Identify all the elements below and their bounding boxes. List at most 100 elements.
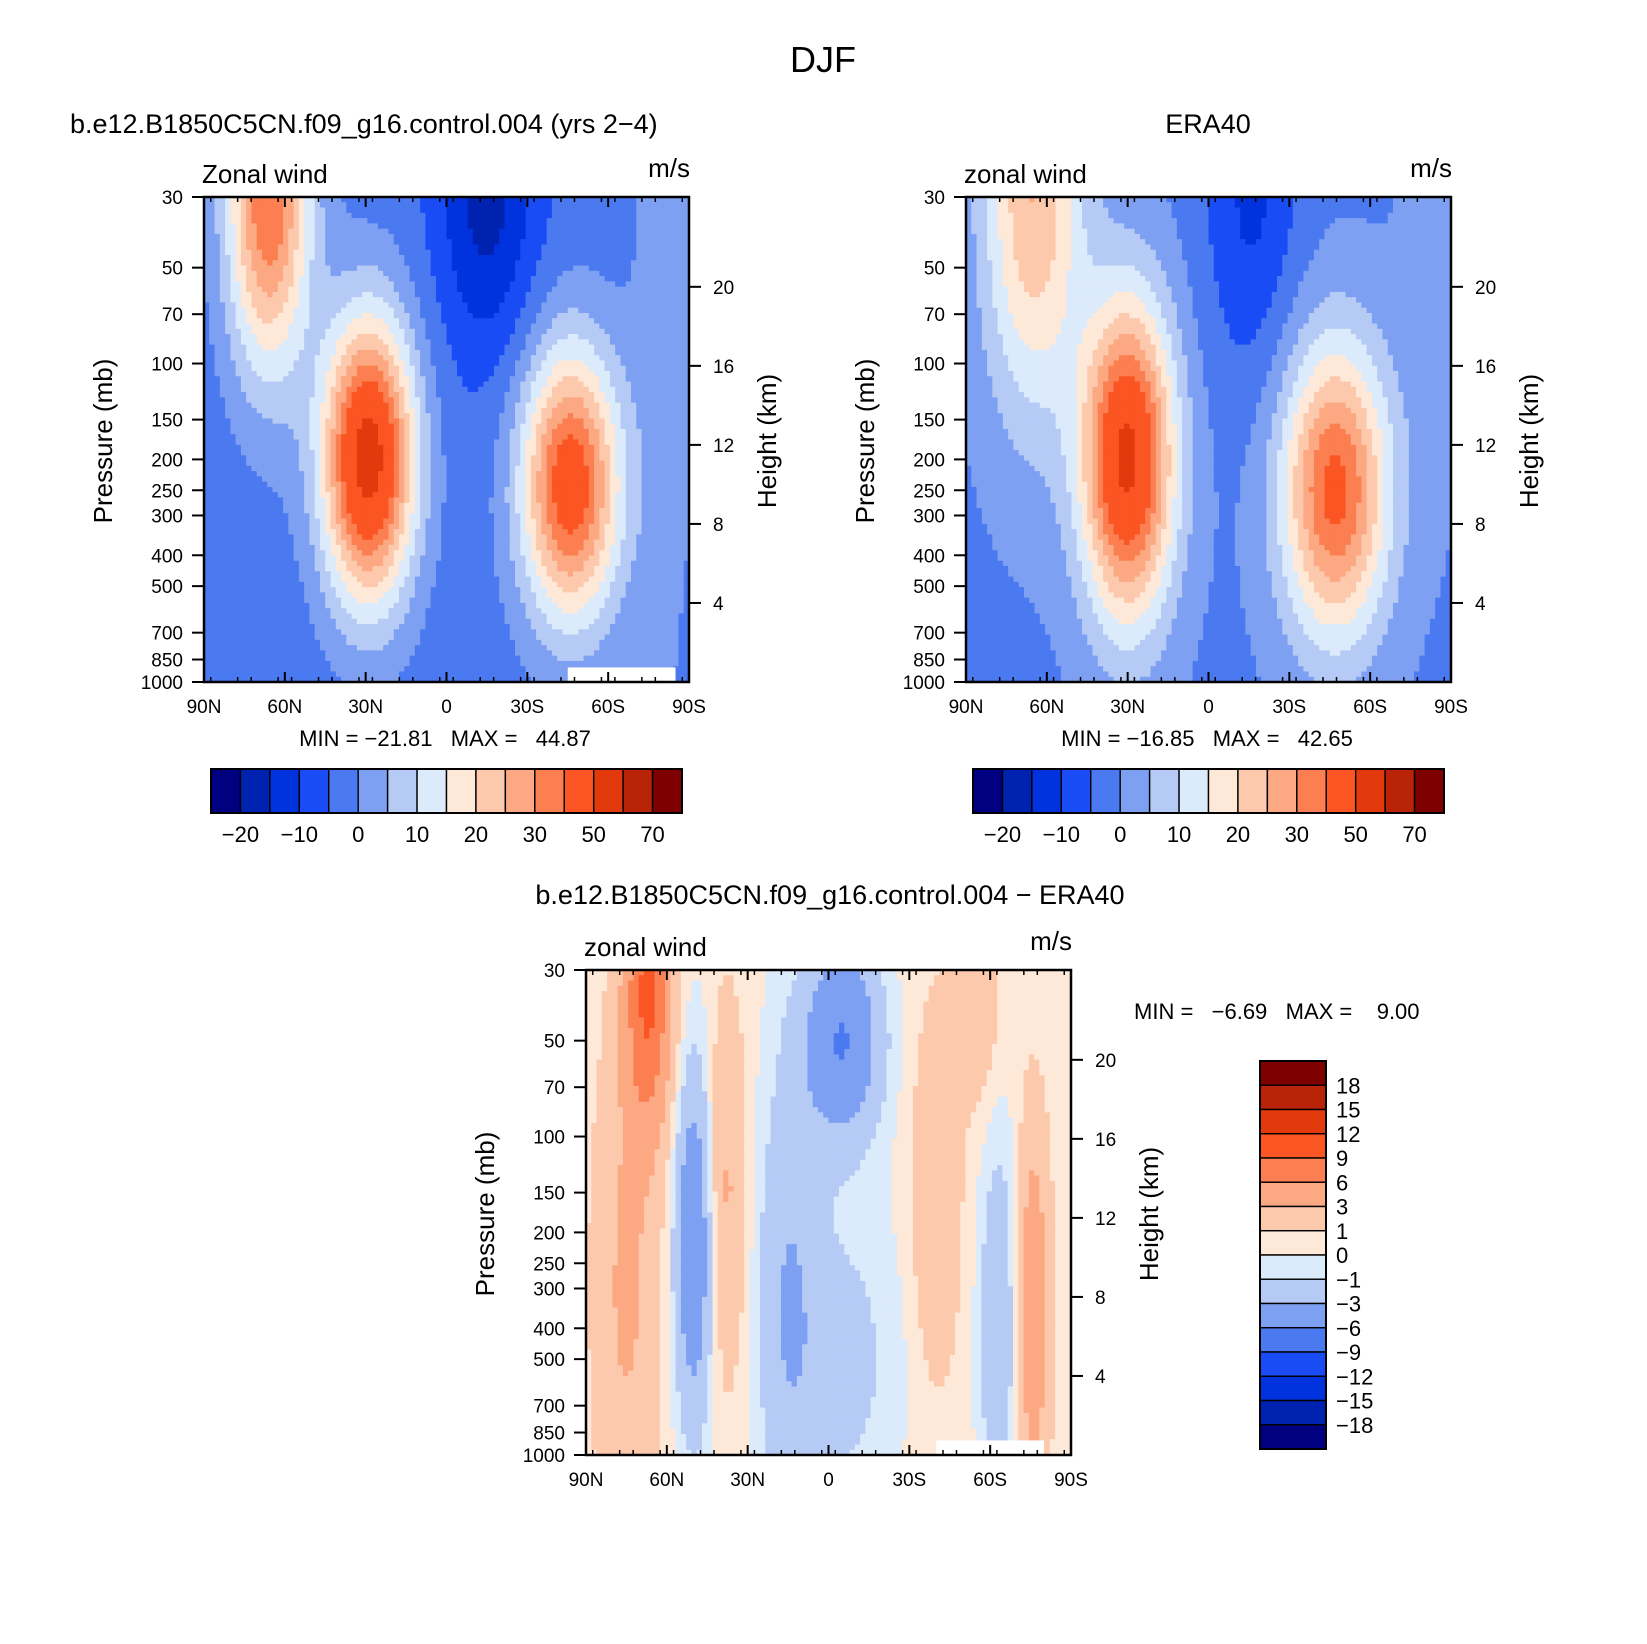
field-cell <box>399 428 405 435</box>
field-cell <box>451 465 458 472</box>
field-cell <box>351 534 358 541</box>
field-cell <box>377 397 384 404</box>
field-cell <box>277 254 284 261</box>
field-cell <box>383 550 390 557</box>
field-cell <box>330 639 337 646</box>
field-cell <box>251 613 258 620</box>
field-cell <box>483 197 490 203</box>
field-cell <box>404 471 411 477</box>
field-cell <box>272 587 279 593</box>
field-cell <box>298 223 305 230</box>
field-cell <box>304 566 311 572</box>
field-cell <box>341 381 347 388</box>
field-cell <box>420 539 427 546</box>
field-cell <box>209 471 216 477</box>
field-cell <box>267 202 274 209</box>
field-cell <box>235 212 242 219</box>
field-cell <box>267 655 274 662</box>
field-cell <box>225 370 231 377</box>
field-cell <box>277 444 284 451</box>
field-cell <box>351 592 358 599</box>
field-cell <box>446 197 453 203</box>
field-cell <box>256 650 263 657</box>
field-cell <box>388 581 395 588</box>
field-cell <box>346 202 353 209</box>
field-cell <box>325 233 332 240</box>
field-cell <box>214 513 221 520</box>
field-cell <box>251 212 258 219</box>
field-cell <box>367 481 374 488</box>
field-cell <box>409 428 416 435</box>
field-cell <box>330 360 337 367</box>
field-cell <box>214 423 221 430</box>
field-cell <box>367 471 374 477</box>
field-cell <box>204 276 210 282</box>
field-cell <box>209 281 216 288</box>
field-cell <box>367 439 374 446</box>
field-cell <box>314 312 321 319</box>
field-cell <box>309 550 316 557</box>
field-cell <box>383 534 390 541</box>
field-cell <box>204 386 210 393</box>
field-cell <box>409 508 416 514</box>
field-cell <box>267 497 274 504</box>
field-cell <box>414 460 421 467</box>
field-cell <box>372 276 379 282</box>
field-cell <box>377 202 384 209</box>
field-cell <box>367 444 374 451</box>
field-cell <box>435 486 442 493</box>
field-cell <box>298 365 305 372</box>
field-cell <box>283 518 289 525</box>
field-cell <box>309 407 316 414</box>
field-cell <box>446 428 453 435</box>
field-cell <box>483 476 490 483</box>
field-cell <box>425 376 432 383</box>
field-cell <box>219 634 226 641</box>
field-cell <box>351 523 358 530</box>
field-cell <box>451 550 458 557</box>
field-cell <box>435 254 442 261</box>
field-cell <box>478 655 484 662</box>
field-cell <box>283 349 289 356</box>
field-cell <box>319 260 326 267</box>
field-cell <box>441 566 448 572</box>
field-cell <box>383 460 390 467</box>
field-cell <box>420 624 427 630</box>
field-cell <box>351 513 358 520</box>
field-cell <box>430 281 437 288</box>
field-cell <box>383 439 390 446</box>
field-cell <box>204 471 210 477</box>
field-cell <box>462 202 469 209</box>
field-cell <box>420 270 427 277</box>
field-cell <box>230 323 237 330</box>
field-cell <box>346 402 353 409</box>
field-cell <box>330 571 337 578</box>
field-cell <box>293 355 300 362</box>
field-cell <box>277 481 284 488</box>
field-cell <box>425 624 432 630</box>
field-cell <box>288 381 295 388</box>
field-cell <box>356 529 363 535</box>
field-cell <box>435 444 442 451</box>
field-cell <box>393 634 400 641</box>
field-cell <box>288 286 295 293</box>
field-cell <box>293 228 300 235</box>
field-cell <box>414 523 421 530</box>
field-cell <box>298 566 305 572</box>
field-cell <box>272 513 279 520</box>
field-cell <box>367 328 374 335</box>
field-cell <box>309 650 316 657</box>
field-cell <box>325 376 332 383</box>
field-cell <box>219 576 226 583</box>
field-cell <box>399 370 405 377</box>
field-cell <box>204 291 210 298</box>
field-cell <box>219 450 226 456</box>
field-cell <box>457 518 463 525</box>
field-cell <box>377 291 384 298</box>
field-cell <box>214 244 221 251</box>
field-cell <box>451 249 458 256</box>
field-cell <box>330 202 337 209</box>
field-cell <box>377 666 384 673</box>
field-cell <box>409 254 416 261</box>
field-cell <box>383 544 390 551</box>
